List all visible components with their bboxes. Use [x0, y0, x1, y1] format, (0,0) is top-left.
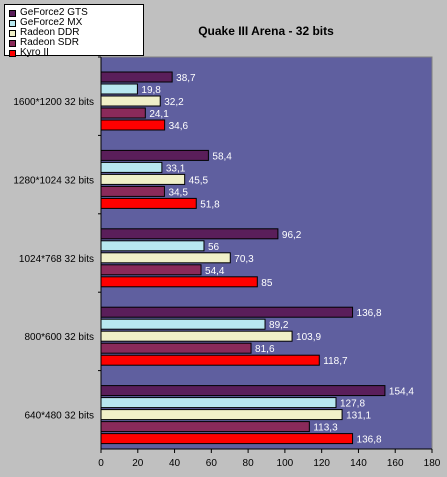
data-label: 154,4 [389, 387, 414, 398]
x-tick-label: 120 [313, 458, 330, 469]
data-label: 45,5 [189, 175, 209, 186]
bar-radeon-ddr-640-480-32-bits [100, 409, 343, 421]
legend: GeForce2 GTS GeForce2 MX Radeon DDR Rade… [4, 4, 144, 58]
x-tick-label: 140 [350, 458, 367, 469]
x-tick-label: 80 [243, 458, 255, 469]
x-tick-label: 60 [206, 458, 218, 469]
bar-radeon-ddr-800-600-32-bits [100, 330, 293, 342]
data-label: 136,8 [357, 308, 382, 319]
data-label: 33,1 [166, 163, 186, 174]
data-label: 34,6 [169, 121, 189, 132]
bar-kyro-ii-1280-1024-32-bits [100, 197, 197, 209]
data-label: 51,8 [200, 199, 220, 210]
data-label: 54,4 [205, 266, 225, 277]
bar-geforce2-gts-1024-768-32-bits [100, 228, 279, 240]
legend-item-radeon-ddr: Radeon DDR [9, 28, 79, 38]
data-label: 136,8 [357, 435, 382, 446]
chart-title: Quake III Arena - 32 bits [198, 24, 334, 38]
data-label: 131,1 [346, 411, 371, 422]
bar-geforce2-gts-1280-1024-32-bits [100, 149, 209, 161]
data-label: 58,4 [212, 151, 232, 162]
legend-label: Radeon SDR [20, 37, 79, 48]
data-label: 85 [261, 278, 273, 289]
data-label: 19,8 [141, 85, 161, 96]
legend-swatch [9, 49, 16, 57]
bar-geforce2-mx-800-600-32-bits [100, 318, 266, 330]
bar-geforce2-gts-1600-1200-32-bits [100, 71, 173, 83]
bar-geforce2-gts-640-480-32-bits [100, 385, 386, 397]
bar-geforce2-mx-1024-768-32-bits [100, 240, 205, 252]
bar-radeon-sdr-1024-768-32-bits [100, 264, 202, 276]
bar-geforce2-mx-1280-1024-32-bits [100, 161, 163, 173]
category-label-640-480-32-bits: 640*480 32 bits [24, 411, 94, 422]
bar-geforce2-mx-640-480-32-bits [100, 397, 337, 409]
x-tick-label: 20 [132, 458, 144, 469]
data-label: 118,7 [323, 356, 348, 367]
x-tick-label: 100 [277, 458, 294, 469]
bar-kyro-ii-800-600-32-bits [100, 354, 320, 366]
bar-radeon-sdr-1600-1200-32-bits [100, 107, 146, 119]
bar-kyro-ii-1600-1200-32-bits [100, 119, 166, 131]
bar-kyro-ii-640-480-32-bits [100, 433, 354, 445]
bar-radeon-ddr-1600-1200-32-bits [100, 95, 161, 107]
x-tick-label: 180 [424, 458, 441, 469]
data-label: 103,9 [296, 332, 321, 343]
x-tick-label: 40 [169, 458, 181, 469]
legend-swatch [9, 29, 16, 37]
legend-item-radeon-sdr: Radeon SDR [9, 38, 79, 48]
category-label-1600-1200-32-bits: 1600*1200 32 bits [13, 97, 94, 108]
category-label-1024-768-32-bits: 1024*768 32 bits [19, 254, 94, 265]
category-label-1280-1024-32-bits: 1280*1024 32 bits [13, 175, 94, 186]
data-label: 96,2 [282, 230, 302, 241]
bar-geforce2-gts-800-600-32-bits [100, 306, 354, 318]
data-label: 38,7 [176, 73, 196, 84]
category-label-800-600-32-bits: 800*600 32 bits [24, 332, 94, 343]
legend-item-geforce2-gts: GeForce2 GTS [9, 8, 88, 18]
bar-radeon-sdr-800-600-32-bits [100, 342, 252, 354]
data-label: 24,1 [149, 109, 169, 120]
legend-label: Kyro II [20, 47, 49, 58]
legend-swatch [9, 9, 16, 17]
legend-item-geforce2-mx: GeForce2 MX [9, 18, 82, 28]
x-tick-label: 160 [387, 458, 404, 469]
legend-swatch [9, 19, 16, 27]
x-tick-label: 0 [98, 458, 104, 469]
legend-label: GeForce2 GTS [20, 7, 88, 18]
data-label: 89,2 [269, 320, 289, 331]
legend-label: Radeon DDR [20, 27, 80, 38]
data-label: 113,3 [313, 423, 338, 434]
bar-radeon-ddr-1024-768-32-bits [100, 252, 231, 264]
bar-radeon-sdr-1280-1024-32-bits [100, 185, 165, 197]
bar-kyro-ii-1024-768-32-bits [100, 276, 258, 288]
data-label: 34,5 [168, 187, 188, 198]
data-label: 70,3 [234, 254, 254, 265]
legend-label: GeForce2 MX [20, 17, 83, 28]
data-label: 81,6 [255, 344, 275, 355]
bar-geforce2-mx-1600-1200-32-bits [100, 83, 138, 95]
legend-swatch [9, 39, 16, 47]
data-label: 32,2 [164, 97, 184, 108]
legend-item-kyro-ii: Kyro II [9, 48, 49, 58]
bar-radeon-ddr-1280-1024-32-bits [100, 173, 186, 185]
data-label: 56 [208, 242, 220, 253]
data-label: 127,8 [340, 399, 365, 410]
bar-radeon-sdr-640-480-32-bits [100, 421, 310, 433]
